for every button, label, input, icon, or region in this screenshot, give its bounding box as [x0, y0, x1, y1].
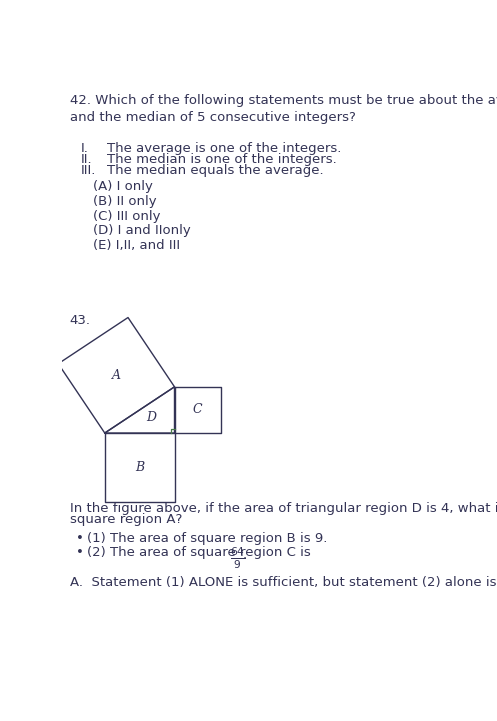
Text: I.: I. — [81, 142, 88, 155]
Text: III.: III. — [81, 164, 96, 177]
Text: (E) I,II, and III: (E) I,II, and III — [93, 239, 180, 252]
Text: D: D — [146, 411, 156, 424]
Text: .: . — [243, 548, 247, 561]
Text: (A) I only: (A) I only — [93, 180, 153, 193]
Text: 43.: 43. — [70, 314, 91, 327]
Text: II.: II. — [81, 153, 92, 166]
Text: square region A?: square region A? — [70, 513, 182, 526]
Text: (1) The area of square region B is 9.: (1) The area of square region B is 9. — [87, 531, 328, 544]
Text: C: C — [193, 404, 203, 417]
Text: 42. Which of the following statements must be true about the average (arithmetic: 42. Which of the following statements mu… — [70, 94, 497, 124]
Text: (B) II only: (B) II only — [93, 195, 157, 208]
Text: $\frac{64}{9}$: $\frac{64}{9}$ — [230, 546, 246, 571]
Text: A: A — [112, 368, 121, 382]
Text: The median equals the average.: The median equals the average. — [107, 164, 324, 177]
Text: A.  Statement (1) ALONE is sufficient, but statement (2) alone is not sufficient: A. Statement (1) ALONE is sufficient, bu… — [70, 576, 497, 589]
Text: The average is one of the integers.: The average is one of the integers. — [107, 142, 341, 155]
Text: (C) III only: (C) III only — [93, 210, 161, 223]
Text: •: • — [76, 547, 84, 559]
Text: (2) The area of square region C is: (2) The area of square region C is — [87, 547, 315, 559]
Text: •: • — [76, 531, 84, 544]
Text: The median is one of the integers.: The median is one of the integers. — [107, 153, 337, 166]
Text: In the figure above, if the area of triangular region D is 4, what is the length: In the figure above, if the area of tria… — [70, 503, 497, 516]
Text: (D) I and IIonly: (D) I and IIonly — [93, 224, 191, 237]
Text: B: B — [135, 461, 144, 474]
